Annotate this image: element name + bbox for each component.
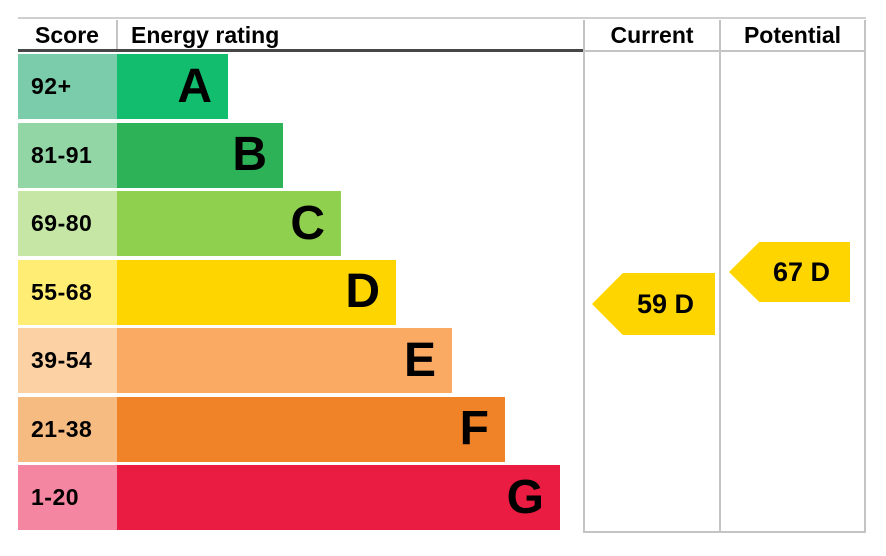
current-rating-arrow: 59 D bbox=[592, 273, 715, 335]
band-row-a: 92+ A bbox=[18, 54, 560, 119]
table-bottom-border bbox=[583, 531, 866, 533]
band-letter-f: F bbox=[459, 402, 489, 455]
band-row-g: 1-20 G bbox=[18, 465, 560, 530]
potential-column-header: Potential bbox=[743, 22, 842, 48]
band-bar-b: B bbox=[117, 122, 283, 188]
score-range-cell-b: 81-91 bbox=[18, 122, 117, 188]
band-row-e: 39-54 E bbox=[18, 328, 560, 393]
score-range-cell-d: 55-68 bbox=[18, 259, 117, 325]
score-rating-divider-line bbox=[116, 20, 118, 50]
band-bar-d: D bbox=[117, 259, 396, 325]
current-rating-label: 59 D bbox=[636, 288, 695, 319]
table-top-border bbox=[18, 17, 866, 19]
potential-rating-label: 67 D bbox=[772, 256, 831, 287]
band-bar-g: G bbox=[117, 465, 560, 530]
band-letter-d: D bbox=[345, 265, 380, 318]
band-row-c: 69-80 C bbox=[18, 191, 560, 256]
band-bar-e: E bbox=[117, 328, 452, 393]
rating-bands-container: 92+ A 81-91 B 69-80 C 55-68 D 39-54 E 21… bbox=[18, 54, 560, 530]
current-column-left-line bbox=[583, 20, 585, 533]
band-row-b: 81-91 B bbox=[18, 122, 560, 188]
band-letter-b: B bbox=[232, 128, 267, 181]
band-letter-g: G bbox=[506, 470, 544, 524]
band-bar-c: C bbox=[117, 191, 341, 256]
score-range-cell-f: 21-38 bbox=[18, 396, 117, 462]
band-letter-a: A bbox=[177, 59, 212, 113]
band-bar-f: F bbox=[117, 396, 505, 462]
score-range-cell-g: 1-20 bbox=[18, 465, 117, 530]
score-range-cell-e: 39-54 bbox=[18, 328, 117, 393]
table-right-border bbox=[864, 20, 866, 533]
header-underline-light bbox=[583, 50, 866, 52]
header-underline-dark bbox=[18, 49, 583, 52]
band-letter-c: C bbox=[290, 196, 325, 250]
current-column-header: Current bbox=[610, 22, 694, 48]
score-range-cell-a: 92+ bbox=[18, 54, 117, 119]
score-range-cell-c: 69-80 bbox=[18, 191, 117, 256]
band-letter-e: E bbox=[403, 333, 436, 387]
energy-rating-column-header: Energy rating bbox=[131, 22, 280, 48]
band-row-f: 21-38 F bbox=[18, 396, 560, 462]
potential-column-left-line bbox=[719, 20, 721, 533]
band-row-d: 55-68 D bbox=[18, 259, 560, 325]
band-bar-a: A bbox=[117, 54, 228, 119]
score-column-header: Score bbox=[35, 22, 99, 48]
potential-rating-arrow: 67 D bbox=[729, 242, 850, 302]
